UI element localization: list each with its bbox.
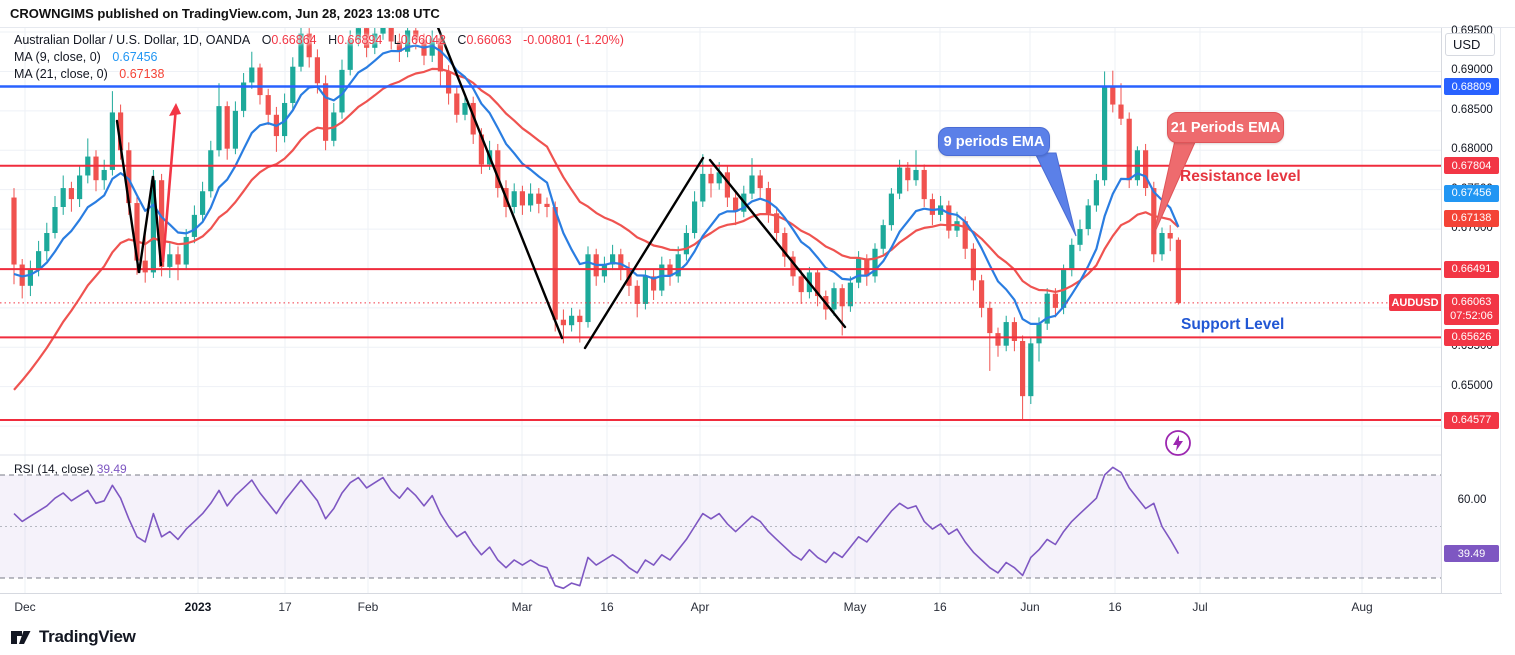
ema21-callout-text: 21 Periods EMA [1170,119,1281,136]
rsi-value-badge: 39.49 [1444,545,1499,563]
attribution-text: CROWNGIMS published on TradingView.com, … [10,6,440,21]
trendline-drawings[interactable] [115,28,847,350]
currency-toggle-button[interactable]: USD [1445,33,1495,56]
up-arrow-drawing[interactable] [161,103,181,263]
time-tick-16: 16 [933,600,947,614]
time-tick-2023: 2023 [184,600,212,614]
price-level-badge: 0.67456 [1444,184,1499,202]
price-tick: 0.68000 [1451,143,1493,156]
ema21-line [13,67,1180,391]
price-level-badge: 0.68809 [1444,78,1499,95]
tradingview-logo-text: TradingView [39,627,136,646]
ema9-callout-bubble[interactable]: 9 periods EMA [938,127,1050,156]
ema9-line [13,44,1180,325]
price-axis[interactable]: USD 0.695000.690000.685000.680000.675000… [1441,25,1501,593]
ema-lines [13,44,1180,391]
price-levels[interactable] [0,85,1441,422]
footer-bar: TradingView [0,620,1515,655]
price-level-badge: 0.67138 [1444,209,1499,227]
rsi-value: 39.49 [96,462,127,476]
ema9-callout-text: 9 periods EMA [943,133,1045,150]
time-tick-16: 16 [600,600,614,614]
time-tick-dec: Dec [14,600,36,614]
price-tick: 0.65000 [1451,379,1493,392]
resistance-level-label[interactable]: Resistance level [1180,168,1301,185]
symbol-price-tag: AUDUSD [1389,294,1441,311]
apr-downtrend [708,158,847,329]
apr-uptrend [583,156,705,350]
time-tick-jun: Jun [1020,600,1040,614]
rsi-tick: 60.00 [1457,493,1487,506]
rsi-label: RSI (14, close) [14,462,94,476]
lightning-icon[interactable] [1165,430,1191,456]
current-price-badge: 0.66063 07:52:06 [1444,293,1499,325]
dec-zigzag [115,119,163,274]
rsi-line [13,466,1180,590]
chart-canvas[interactable] [0,28,1441,593]
support-level-label[interactable]: Support Level [1181,316,1285,333]
mar-downtrend [436,28,564,340]
price-level-badge: 0.66491 [1444,260,1499,278]
time-tick-jul: Jul [1192,600,1208,614]
time-tick-apr: Apr [690,600,710,614]
time-tick-16: 16 [1108,600,1122,614]
time-tick-aug: Aug [1351,600,1373,614]
price-tick: 0.69000 [1451,64,1493,77]
time-tick-17: 17 [278,600,292,614]
time-tick-feb: Feb [357,600,379,614]
price-level-badge: 0.65626 [1444,328,1499,346]
tradingview-logo-icon [11,631,31,644]
ema21-callout-bubble[interactable]: 21 Periods EMA [1167,112,1284,143]
rsi-legend: RSI (14, close) 39.49 [14,462,127,476]
tradingview-logo[interactable]: TradingView [10,626,136,648]
attribution-bar: CROWNGIMS published on TradingView.com, … [0,0,1515,28]
price-level-badge: 0.64577 [1444,411,1499,429]
time-tick-mar: Mar [511,600,533,614]
price-tick: 0.68500 [1451,103,1493,116]
price-level-badge: 0.67804 [1444,157,1499,175]
time-axis[interactable]: Dec 2023 17 Feb Mar 16 Apr May 16 Jun 16 Jul Aug [0,593,1502,620]
time-tick-may: May [843,600,867,614]
